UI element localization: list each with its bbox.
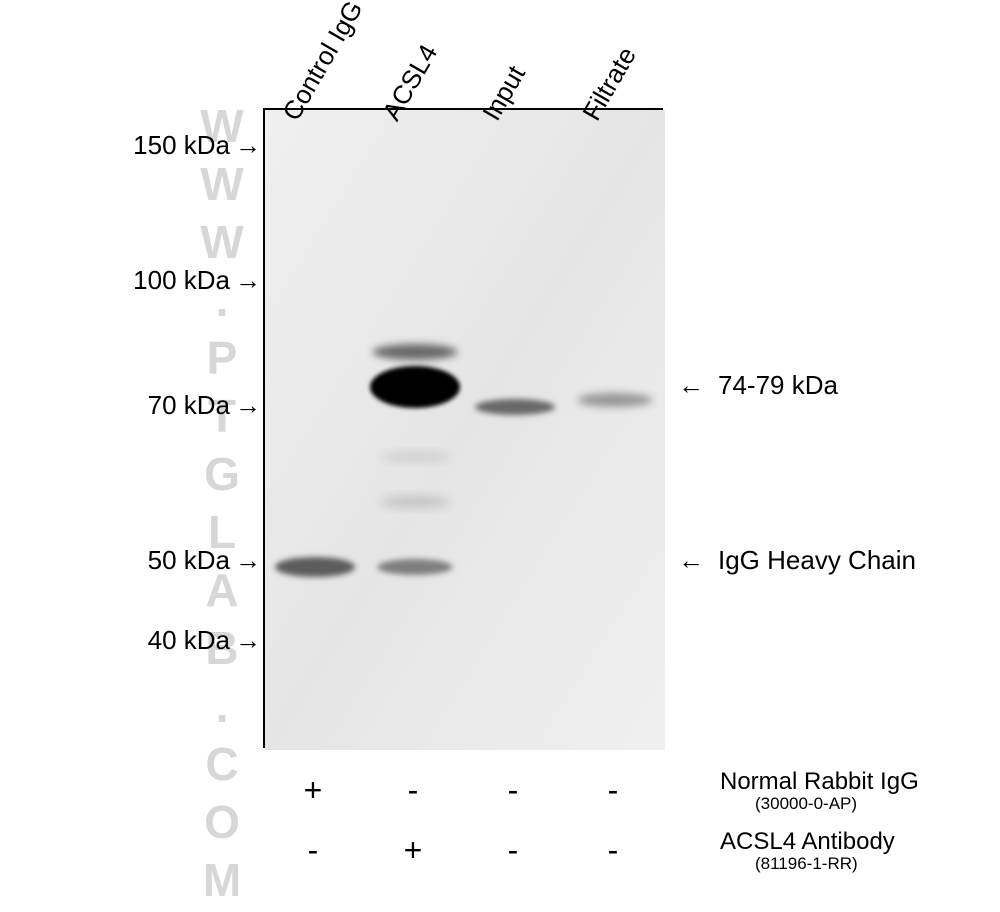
antibody-row-label: ACSL4 Antibody [720,828,895,856]
antibody-matrix-cell: - [593,772,633,809]
band [380,452,450,462]
band [380,496,450,508]
band [578,393,653,407]
antibody-row-sublabel: (30000-0-AP) [755,794,857,814]
antibody-row-sublabel: (81196-1-RR) [755,854,858,874]
band-arrow-icon: ← [678,370,704,401]
watermark-text: WWW.PTGLAB.COM [195,100,249,912]
bands-svg [265,110,665,750]
band-annotation-label: 74-79 kDa [718,370,838,401]
western-blot-figure: WWW.PTGLAB.COM Control IgGACSL4InputFilt… [0,0,1000,903]
mw-arrow-icon: → [235,545,261,576]
band [275,557,355,577]
band-arrow-icon: ← [678,545,704,576]
mw-label: 40 kDa [148,625,230,656]
mw-label: 70 kDa [148,390,230,421]
band [370,366,460,408]
mw-arrow-icon: → [235,390,261,421]
antibody-matrix-cell: - [293,832,333,869]
band [373,344,458,360]
antibody-matrix-cell: + [293,772,333,809]
band [475,399,555,415]
antibody-row-label: Normal Rabbit IgG [720,768,919,796]
mw-label: 100 kDa [133,265,230,296]
band-annotation-label: IgG Heavy Chain [718,545,916,576]
mw-label: 150 kDa [133,130,230,161]
antibody-matrix-cell: + [393,832,433,869]
mw-arrow-icon: → [235,625,261,656]
mw-arrow-icon: → [235,265,261,296]
antibody-matrix-cell: - [393,772,433,809]
band [378,559,453,575]
mw-arrow-icon: → [235,130,261,161]
antibody-matrix-cell: - [493,832,533,869]
mw-label: 50 kDa [148,545,230,576]
blot-membrane [263,108,663,748]
antibody-matrix-cell: - [593,832,633,869]
antibody-matrix-cell: - [493,772,533,809]
